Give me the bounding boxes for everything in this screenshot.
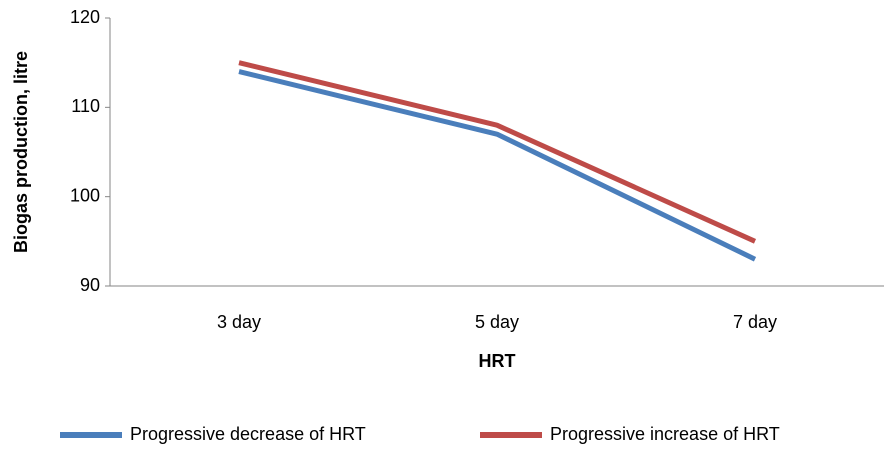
x-tick-label: 5 day xyxy=(475,312,519,332)
line-series xyxy=(238,69,757,262)
legend-label: Progressive increase of HRT xyxy=(550,424,780,444)
legend-label: Progressive decrease of HRT xyxy=(130,424,366,444)
x-tick-label: 3 day xyxy=(217,312,261,332)
y-tick-label: 120 xyxy=(70,7,100,27)
line-series xyxy=(238,60,757,244)
x-axis-label: HRT xyxy=(479,351,516,371)
x-tick-label: 7 day xyxy=(733,312,777,332)
y-tick-label: 110 xyxy=(71,96,100,116)
y-tick-label: 90 xyxy=(80,275,100,295)
y-axis-label: Biogas production, litre xyxy=(11,51,31,253)
y-tick-label: 100 xyxy=(70,185,100,205)
